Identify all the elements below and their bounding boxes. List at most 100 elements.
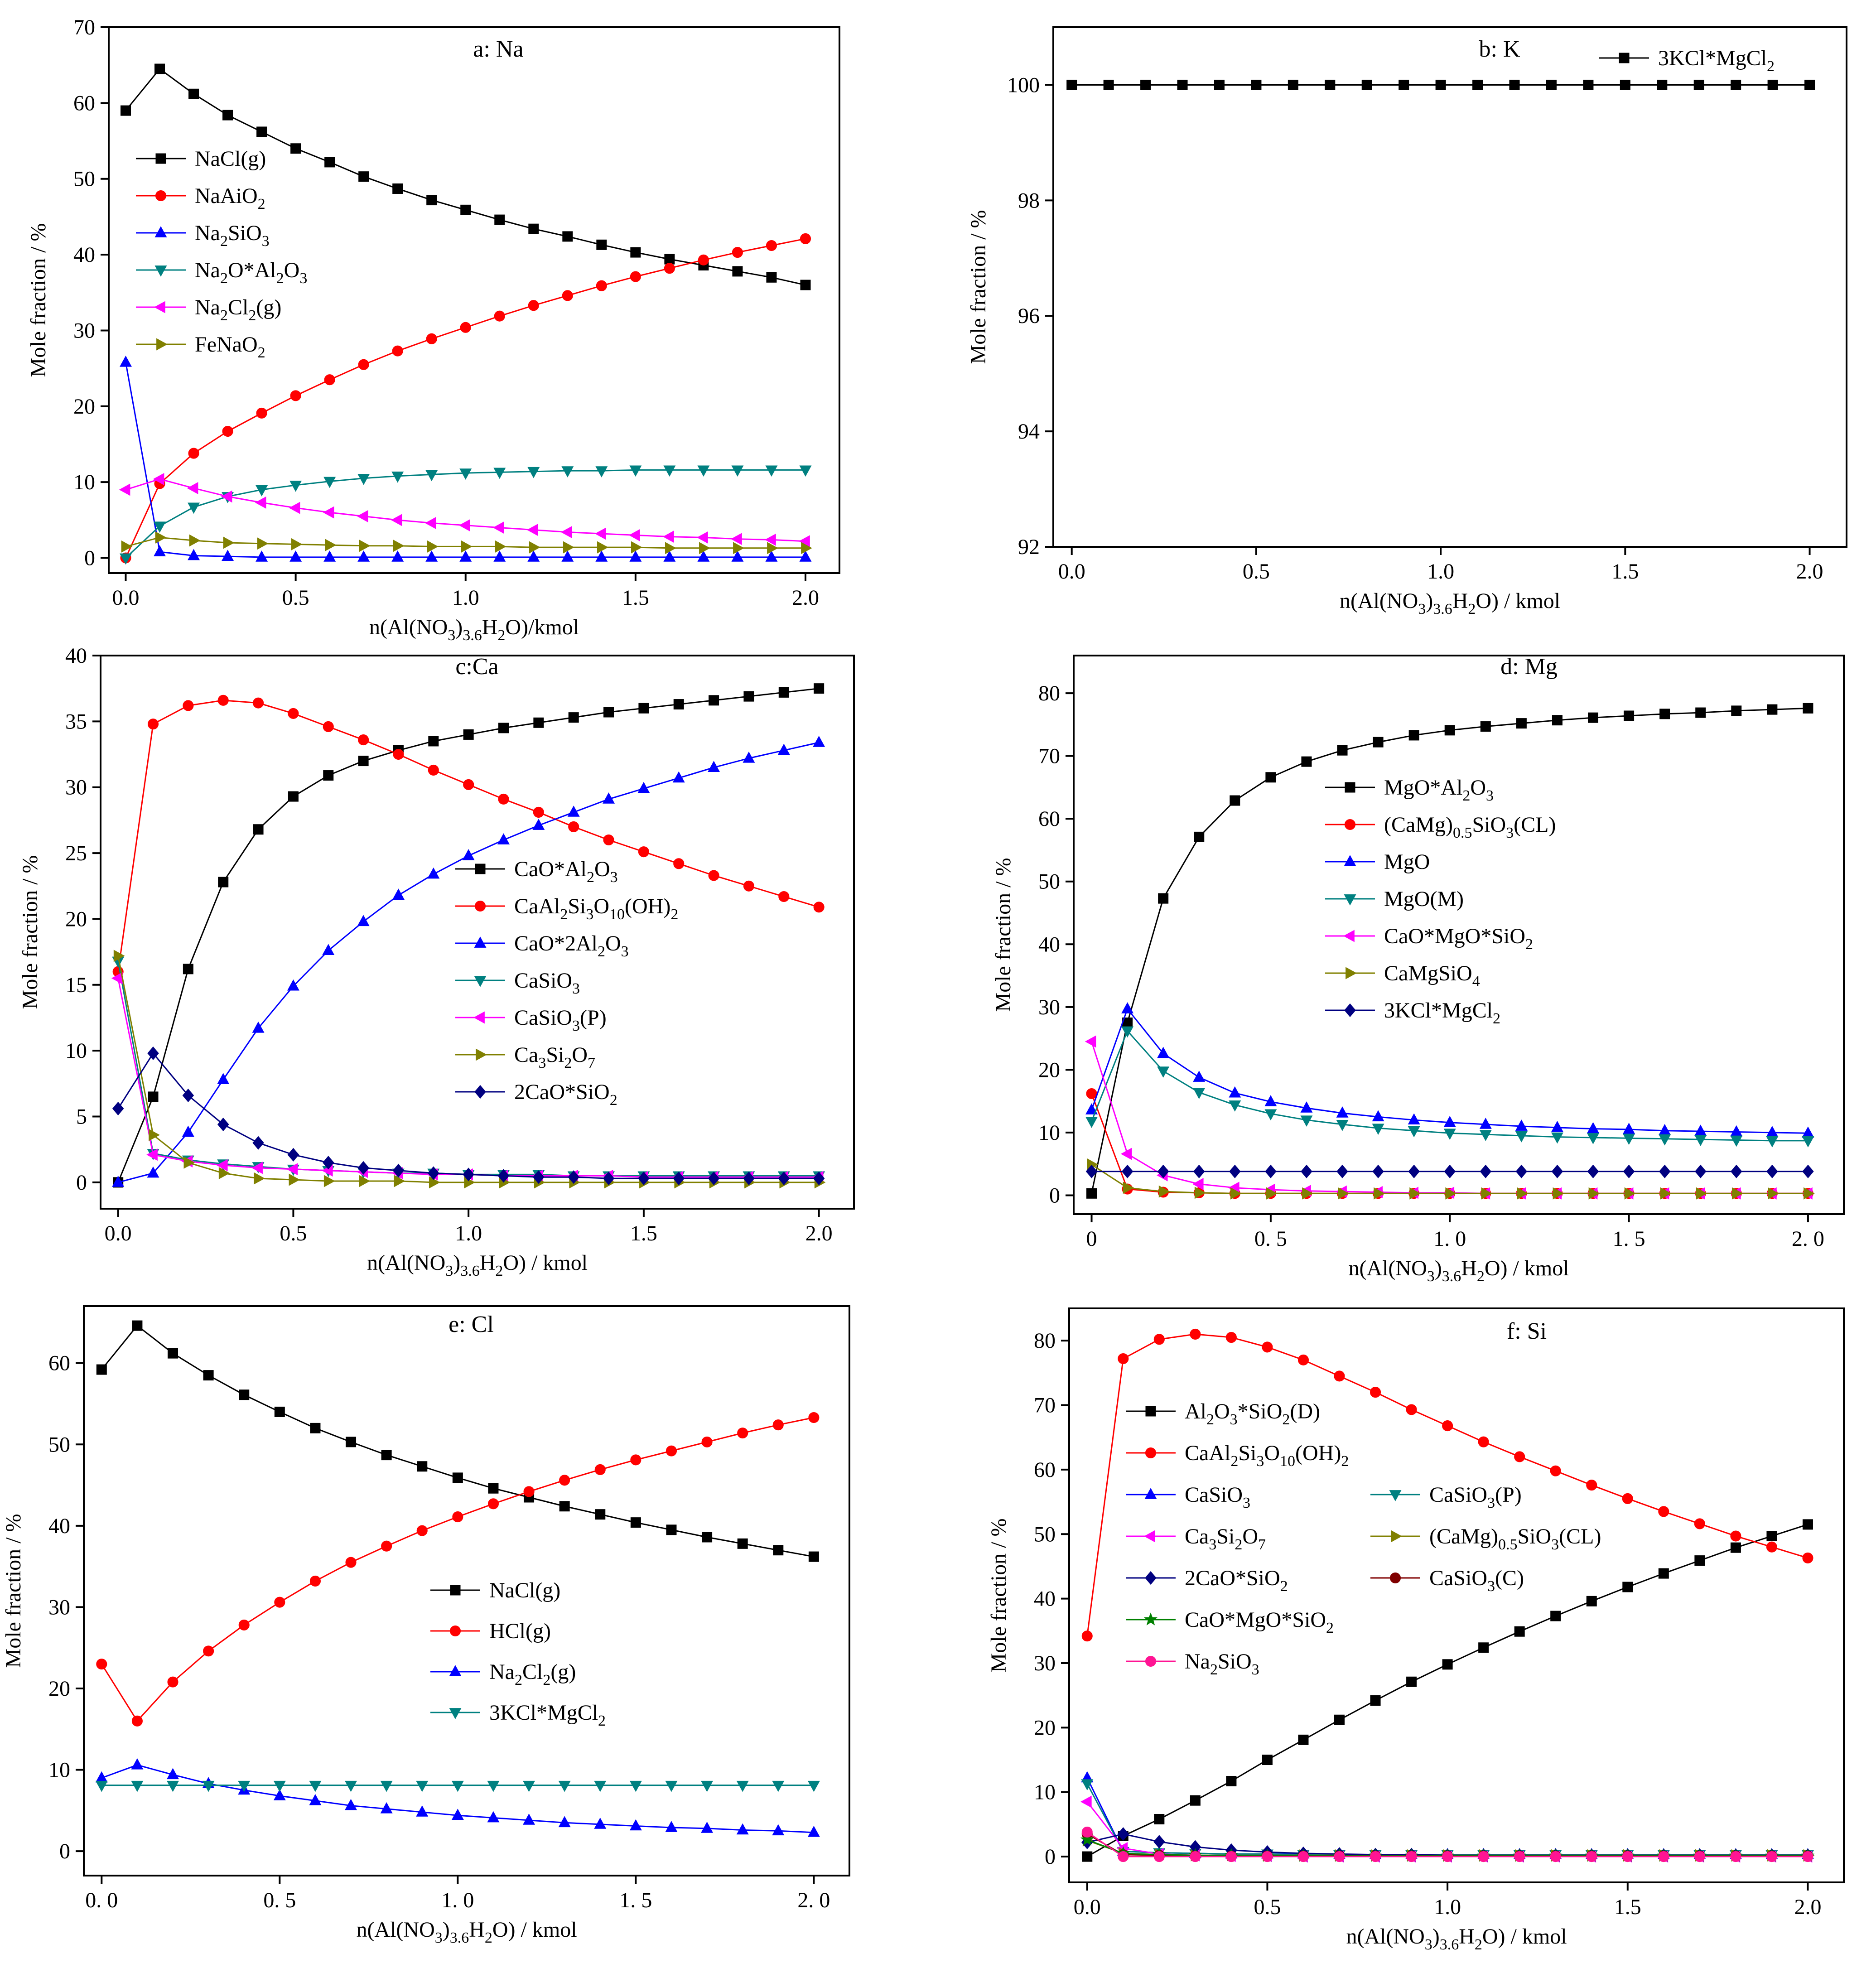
legend-label: HCl(g) [489, 1619, 551, 1643]
x-tick-label: 1. 5 [619, 1888, 652, 1912]
data-point [254, 1172, 265, 1185]
y-tick-label: 0 [59, 1839, 70, 1863]
data-point [309, 1794, 322, 1805]
y-tick-label: 10 [1034, 1780, 1056, 1804]
data-point [131, 1758, 144, 1770]
data-point [357, 1161, 369, 1175]
y-tick-label: 0 [1045, 1845, 1056, 1869]
data-point [808, 1551, 819, 1562]
data-point [594, 1464, 606, 1475]
data-point [392, 888, 405, 900]
legend-label: 3KCl*MgCl2 [489, 1701, 606, 1729]
data-point [323, 506, 334, 519]
y-tick-label: 40 [73, 243, 95, 267]
legend-item: NaAiO2 [136, 184, 265, 212]
data-point [1479, 1130, 1492, 1141]
series-line [117, 699, 820, 972]
legend-item: FeNaO2 [136, 333, 265, 361]
data-point [1373, 737, 1384, 748]
x-tick-label: 1.0 [452, 586, 479, 610]
legend-label: NaCl(g) [489, 1578, 560, 1602]
y-tick-label: 40 [1034, 1587, 1056, 1611]
data-point [563, 541, 574, 554]
data-point [188, 88, 199, 99]
data-point [743, 880, 755, 892]
data-point [1731, 1164, 1742, 1178]
data-point [665, 1821, 678, 1832]
data-point [1190, 1851, 1201, 1862]
data-point [393, 540, 405, 552]
y-tick-label: 60 [1038, 807, 1060, 831]
y-tick-label: 92 [1018, 535, 1040, 559]
data-point [119, 483, 130, 496]
chart-title: e: Cl [449, 1312, 494, 1337]
data-point [1550, 1611, 1561, 1621]
data-point [1334, 1851, 1345, 1862]
legend-marker [474, 976, 487, 987]
legend-marker [474, 936, 487, 948]
legend-label: MgO*Al2O3 [1384, 776, 1494, 804]
plot-frame [1073, 655, 1845, 1215]
legend-marker [1389, 1490, 1402, 1501]
y-tick-label: 40 [48, 1514, 70, 1538]
data-point [1694, 1135, 1707, 1146]
data-point [256, 485, 268, 497]
data-point [357, 550, 370, 562]
y-tick-label: 98 [1018, 188, 1040, 212]
data-point [325, 539, 337, 551]
data-point [1123, 1182, 1134, 1194]
data-point [487, 1811, 500, 1823]
legend-item: Na2Cl2(g) [430, 1660, 576, 1688]
data-point [487, 1498, 499, 1510]
y-tick-label: 20 [65, 907, 87, 931]
data-point [358, 359, 369, 370]
data-point [1659, 709, 1670, 719]
data-point [1118, 1353, 1129, 1365]
data-point [121, 540, 133, 553]
data-point [778, 891, 790, 902]
data-point [1480, 1164, 1492, 1178]
data-point [1472, 79, 1483, 90]
data-point [1694, 1851, 1705, 1862]
data-point [167, 1780, 179, 1792]
legend-label: CaO*MgO*SiO2 [1384, 924, 1533, 953]
series-2 [95, 1758, 820, 1837]
data-point [345, 1799, 357, 1810]
legend-marker [1144, 1530, 1155, 1543]
data-point [463, 1167, 474, 1182]
data-point [708, 1172, 720, 1186]
data-point [96, 1364, 107, 1375]
data-point [808, 1412, 820, 1423]
data-point [532, 819, 545, 830]
data-point [1515, 1164, 1528, 1178]
data-point [452, 1472, 463, 1483]
data-point [323, 477, 336, 488]
data-point [217, 1117, 229, 1132]
data-point [697, 531, 708, 544]
data-point [1408, 1164, 1420, 1178]
data-point [1370, 1851, 1381, 1862]
y-tick-label: 70 [73, 15, 95, 39]
data-point [1514, 1851, 1525, 1862]
data-point [95, 1780, 108, 1792]
legend-marker [450, 1585, 461, 1596]
data-point [1802, 1126, 1814, 1138]
data-point [424, 517, 436, 530]
legend-label: FeNaO2 [195, 333, 265, 361]
data-point [493, 550, 506, 562]
y-axis-label: Mole fraction / % [987, 1519, 1011, 1673]
data-point [1514, 1451, 1525, 1462]
x-tick-label: 0.0 [1058, 560, 1085, 584]
legend: 3KCl*MgCl2 [1599, 46, 1775, 75]
y-tick-label: 10 [73, 470, 95, 494]
y-axis-label: Mole fraction / % [991, 858, 1015, 1012]
data-point [603, 834, 614, 846]
data-point [1081, 1826, 1093, 1838]
data-point [731, 533, 742, 545]
series-1 [112, 695, 825, 977]
legend-item: NaCl(g) [136, 147, 266, 171]
series-0 [1086, 703, 1813, 1199]
legend-item: (CaMg)0.5SiO3(CL) [1325, 813, 1556, 841]
data-point [1623, 1123, 1635, 1134]
data-point [526, 524, 538, 536]
